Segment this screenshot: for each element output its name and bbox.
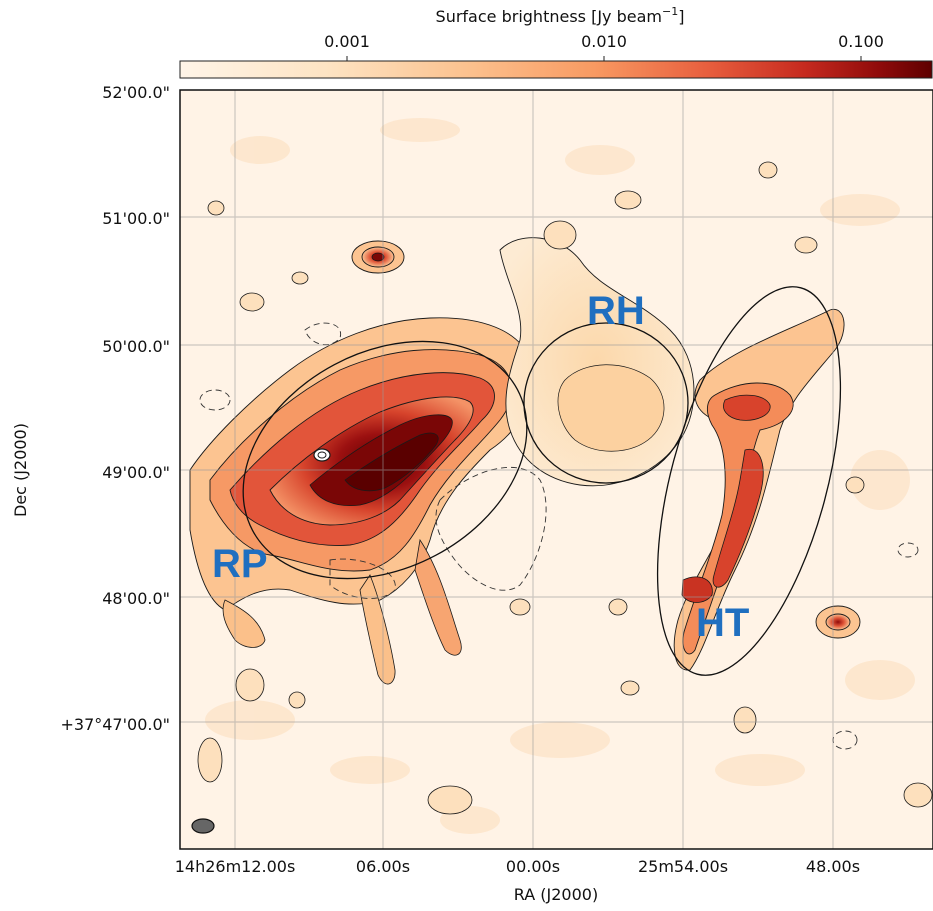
rp-emission (189, 317, 534, 685)
compact-source-top (351, 240, 405, 274)
ht-region-ellipse (656, 286, 842, 676)
rp-region-ellipse (242, 340, 528, 580)
ht-emission (673, 308, 845, 671)
x-tick-label: 48.00s (806, 857, 860, 876)
coordinate-grid (180, 90, 933, 849)
rh-label: RH (587, 289, 645, 333)
rh-emission (499, 237, 695, 487)
y-axis-title: Dec (J2000) (11, 423, 30, 517)
y-tick-label: 49'00.0" (102, 463, 170, 482)
region-outlines (242, 286, 842, 676)
small-contours (197, 161, 933, 815)
rp-label: RP (212, 542, 268, 586)
noise-patches (205, 118, 915, 834)
y-tick-label: +37°47'00.0" (60, 715, 170, 734)
colorbar-ticks (346, 56, 862, 61)
compact-source-right (815, 605, 861, 639)
y-tick-label: 52'00.0" (102, 83, 170, 102)
x-tick-label: 06.00s (356, 857, 410, 876)
y-tick-label: 51'00.0" (102, 209, 170, 228)
y-tick-label: 50'00.0" (102, 337, 170, 356)
x-axis-title: RA (J2000) (514, 885, 598, 904)
x-tick-label: 14h26m12.00s (175, 857, 296, 876)
plot-frame (179, 89, 933, 850)
colorbar (179, 60, 933, 79)
colorbar-tick-label: 0.100 (838, 32, 884, 51)
x-tick-label: 25m54.00s (638, 857, 728, 876)
ht-label: HT (696, 601, 749, 645)
y-tick-label: 48'00.0" (102, 589, 170, 608)
colorbar-title: Surface brightness [Jy beam−1] (436, 5, 685, 26)
beam-ellipse (191, 818, 215, 834)
x-tick-label: 00.00s (506, 857, 560, 876)
colorbar-tick-label: 0.001 (324, 32, 370, 51)
rh-region-ellipse (523, 322, 689, 484)
colorbar-tick-label: 0.010 (581, 32, 627, 51)
